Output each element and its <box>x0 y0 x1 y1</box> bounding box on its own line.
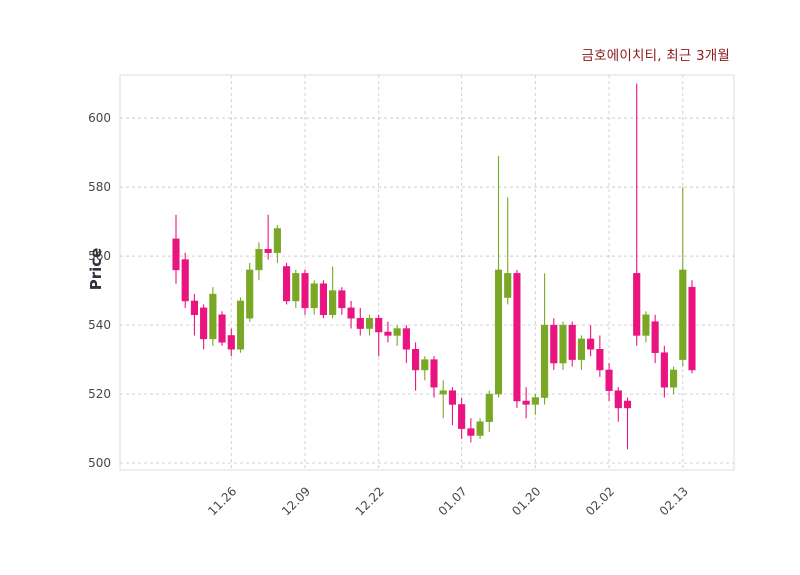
candle-body <box>421 359 429 371</box>
candle-body <box>310 283 318 309</box>
candle-body <box>559 324 567 364</box>
x-tick-label: 01.07 <box>436 484 470 518</box>
candle-body <box>679 269 687 360</box>
candle-body <box>412 349 420 371</box>
candle-body <box>642 314 650 336</box>
y-tick-label: 520 <box>88 387 111 401</box>
chart-title: 금호에이치티, 최근 3개월 <box>581 48 730 64</box>
candle-body <box>623 400 632 409</box>
candle-body <box>190 300 198 316</box>
candle-body <box>577 338 585 360</box>
candle-body <box>660 352 668 388</box>
x-tick-label: 02.13 <box>657 484 691 518</box>
x-tick-label: 11.26 <box>205 484 239 518</box>
candle-body <box>329 290 337 316</box>
y-axis-label: Price <box>87 247 105 291</box>
candle-body <box>292 273 300 302</box>
candle-body <box>283 266 291 302</box>
x-tick-label: 12.22 <box>353 484 387 518</box>
candle-body <box>227 335 235 350</box>
candle-body <box>513 273 521 402</box>
candle-body <box>375 317 383 333</box>
candle-body <box>568 324 576 360</box>
candle-body <box>605 369 613 391</box>
x-tick-label: 02.02 <box>583 484 617 518</box>
x-tick-label: 12.09 <box>279 484 313 518</box>
candle-body <box>522 400 530 405</box>
candle-body <box>633 273 641 336</box>
candle-body <box>356 317 364 329</box>
y-tick-label: 540 <box>88 318 111 332</box>
candle-body <box>218 314 226 343</box>
candle-body <box>246 269 254 319</box>
y-tick-label: 560 <box>88 249 111 263</box>
candle-body <box>384 331 392 336</box>
candle-body <box>439 390 447 395</box>
candle-body <box>550 324 558 364</box>
y-tick-label: 500 <box>88 456 111 470</box>
candle-body <box>458 404 466 429</box>
candle-body <box>181 259 189 302</box>
candle-body <box>485 393 493 422</box>
candle-body <box>172 238 180 271</box>
candle-body <box>430 359 438 388</box>
candle-body <box>347 307 355 319</box>
candle-body <box>688 286 696 371</box>
candle-body <box>614 390 622 409</box>
candle-body <box>504 273 512 298</box>
candle-body <box>319 283 327 316</box>
candle-body <box>448 390 456 405</box>
y-tick-label: 580 <box>88 180 111 194</box>
candle-body <box>587 338 595 350</box>
candle-body <box>541 324 549 398</box>
candle-body <box>670 369 678 388</box>
candle-body <box>651 321 659 353</box>
plot-border <box>119 74 735 471</box>
candle-body <box>264 248 272 253</box>
candle-body <box>365 317 374 329</box>
candle-body <box>467 428 475 436</box>
candle-body <box>209 293 217 340</box>
x-tick-label: 01.20 <box>509 484 543 518</box>
candle-body <box>273 228 281 253</box>
y-tick-label: 600 <box>88 111 111 125</box>
candle-body <box>301 273 309 309</box>
candle-body <box>200 307 208 340</box>
candle-body <box>402 328 410 350</box>
candle-body <box>338 290 346 309</box>
candle-body <box>393 328 401 336</box>
candle-body <box>494 269 503 395</box>
candle-body <box>476 421 484 436</box>
candle-body <box>236 300 245 350</box>
candle-body <box>596 349 604 371</box>
candle-body <box>531 397 539 405</box>
candle-body <box>255 248 263 271</box>
